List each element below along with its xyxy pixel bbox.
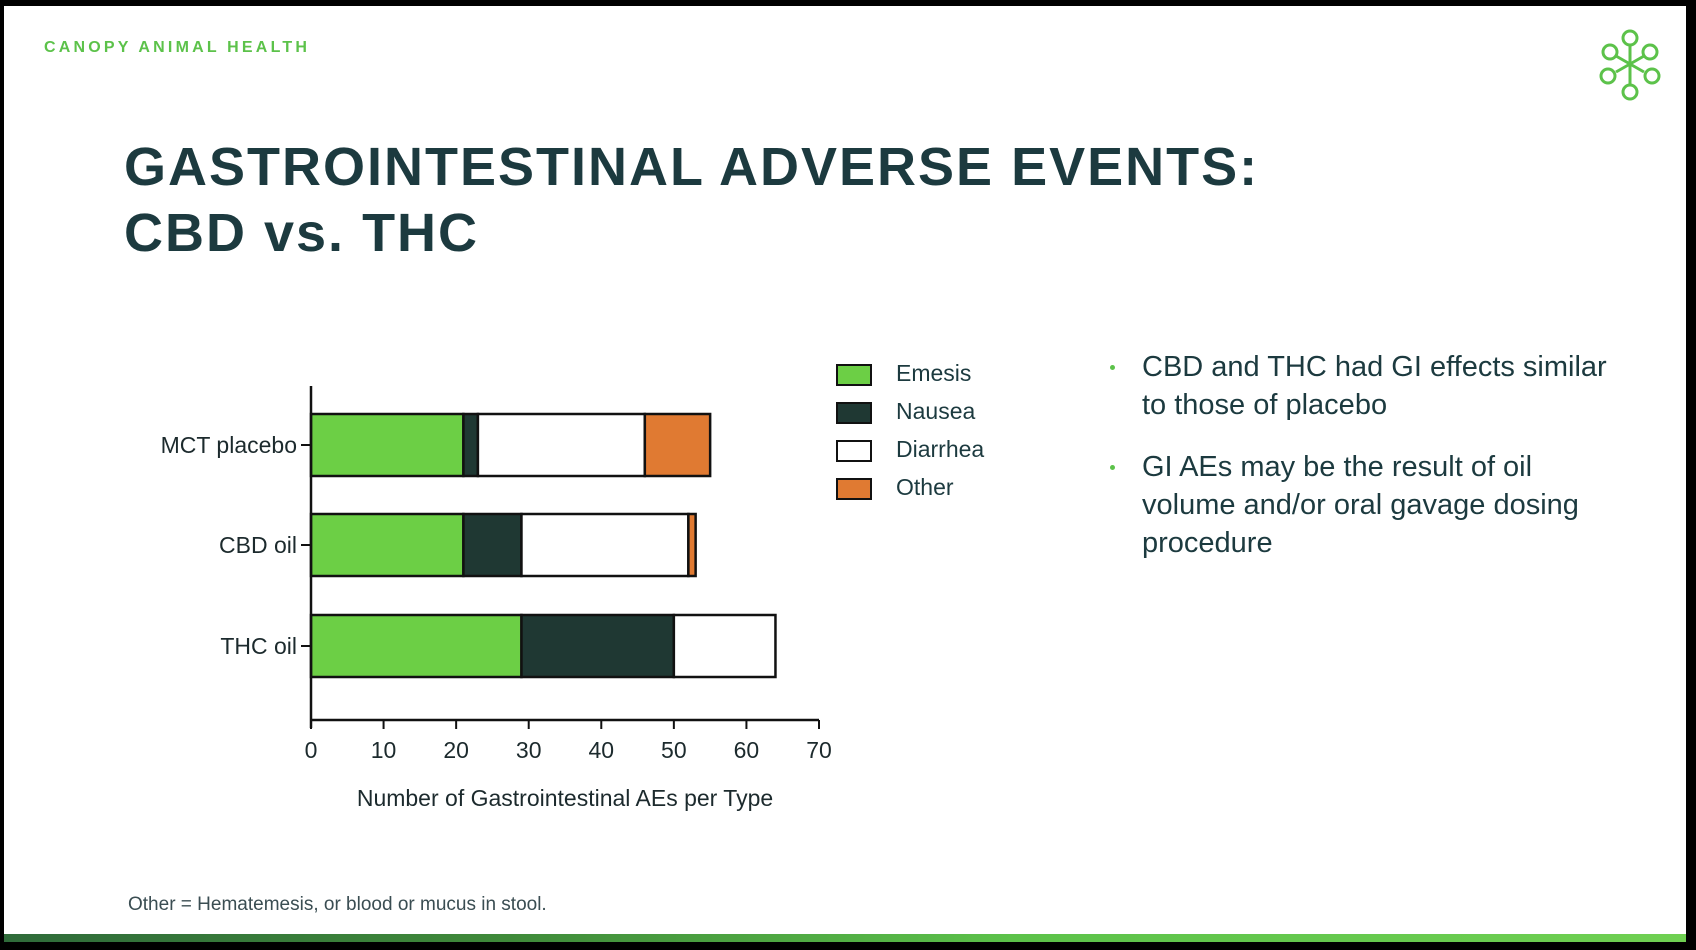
bar-segment-diarrhea [672,613,777,679]
x-tick-label: 10 [371,737,397,763]
legend-label-other: Other [896,474,954,500]
x-tick-label: 0 [305,737,318,763]
title-line-1: GASTROINTESTINAL ADVERSE EVENTS: [124,137,1260,197]
bar-segment-nausea [462,412,480,478]
x-axis-label: Number of Gastrointestinal AEs per Type [357,785,773,811]
footnote: Other = Hematemesis, or blood or mucus i… [128,894,547,915]
legend-label-diarrhea: Diarrhea [896,436,985,462]
bar-segment-diarrhea [476,412,647,478]
bullet-text: GI AEs may be the result of oil volume a… [1142,451,1579,559]
bullet-text: CBD and THC had GI effects similar to th… [1142,351,1607,421]
bar-segment-emesis [309,412,465,478]
legend-label-nausea: Nausea [896,398,976,424]
bullet-dot-icon [1110,465,1115,470]
x-tick-label: 50 [661,737,687,763]
x-tick-label: 60 [734,737,760,763]
bullet-dot-icon [1110,365,1115,370]
bar-segment-nausea [520,613,676,679]
legend-label-emesis: Emesis [896,360,972,386]
page-title: GASTROINTESTINAL ADVERSE EVENTS: CBD vs.… [124,134,1259,266]
bar-segment-other [687,512,697,578]
legend-swatch-emesis [836,364,872,386]
bottom-accent-bar [4,934,1686,942]
x-tick-label: 40 [588,737,614,763]
bar-segment-emesis [309,613,523,679]
slide: CANOPY ANIMAL HEALTH GASTROINTESTINAL AD… [4,6,1686,942]
bullet-list: CBD and THC had GI effects similar to th… [1110,348,1610,586]
leaf-cluster-logo-icon [1599,29,1661,101]
x-tick-label: 20 [443,737,469,763]
brand-name: CANOPY ANIMAL HEALTH [44,39,311,56]
stacked-bar-chart: MCT placebo CBD oil THC oil 0 10 20 30 40 50 60 70… [161,386,832,811]
x-tick-label: 30 [516,737,542,763]
x-tick-label: 70 [806,737,832,763]
y-tick-label: THC oil [220,633,297,659]
y-tick-label: CBD oil [219,532,297,558]
bar-segment-other [643,412,712,478]
legend-swatch-other [836,478,872,500]
title-line-2: CBD vs. THC [124,203,480,263]
y-tick-label: MCT placebo [161,432,297,458]
legend-swatch-nausea [836,402,872,424]
legend-swatch-diarrhea [836,440,872,462]
bar-segment-nausea [462,512,523,578]
bullet-item: CBD and THC had GI effects similar to th… [1110,348,1610,424]
bar-segment-diarrhea [520,512,690,578]
bullet-item: GI AEs may be the result of oil volume a… [1110,448,1610,562]
bar-segment-emesis [309,512,465,578]
